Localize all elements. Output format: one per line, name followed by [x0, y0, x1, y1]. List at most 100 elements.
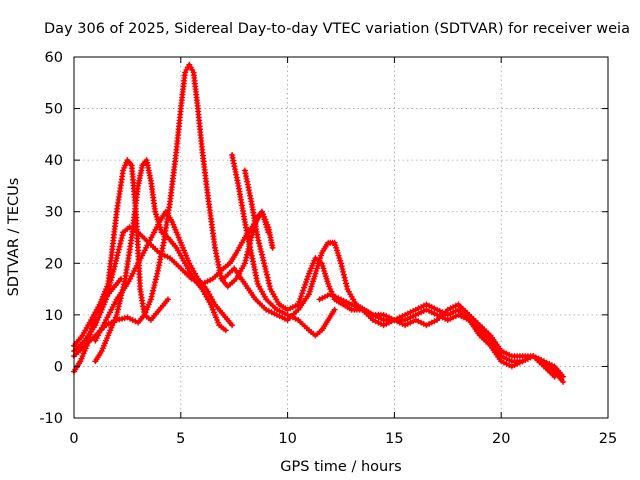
data-point: [431, 305, 438, 312]
data-point: [426, 308, 433, 314]
data-point: [241, 260, 248, 267]
x-tick-label: 20: [492, 431, 510, 447]
data-point: [292, 315, 299, 322]
data-point: [402, 311, 409, 318]
data-point: [452, 313, 459, 320]
data-point: [116, 243, 123, 250]
data-point: [121, 315, 128, 322]
data-point: [338, 263, 345, 270]
data-point: [514, 360, 521, 367]
data-point: [342, 277, 349, 284]
data-point: [316, 296, 323, 303]
data-point: [268, 309, 275, 316]
y-tick-label: 10: [45, 308, 63, 324]
data-point: [380, 322, 387, 329]
data-point: [229, 322, 236, 329]
data-point: [452, 308, 459, 314]
data-point: [124, 314, 131, 321]
data-point: [444, 317, 451, 323]
data-point: [292, 302, 299, 309]
data-point: [503, 355, 510, 362]
data-point: [109, 271, 116, 278]
data-point: [372, 318, 379, 325]
data-point: [147, 296, 154, 303]
y-tick-label: -10: [39, 411, 63, 427]
data-point: [255, 237, 262, 244]
data-point: [254, 234, 261, 241]
data-point: [396, 319, 403, 326]
data-point: [348, 301, 355, 308]
data-point: [261, 260, 268, 267]
data-point: [299, 290, 306, 297]
data-point: [431, 318, 438, 325]
data-point: [258, 248, 265, 255]
data-point: [164, 253, 171, 260]
data-point: [242, 257, 249, 264]
data-point: [284, 306, 291, 313]
data-point: [117, 298, 123, 304]
data-point: [458, 313, 465, 320]
data-point: [498, 358, 505, 365]
y-tick-label: 50: [45, 102, 63, 118]
data-point: [153, 273, 160, 280]
data-point: [370, 317, 376, 323]
data-point: [415, 305, 422, 312]
data-point: [276, 308, 283, 314]
data-point: [259, 251, 265, 258]
data-point: [399, 320, 406, 327]
data-point: [107, 279, 114, 286]
data-point: [151, 282, 158, 289]
data-point: [330, 292, 336, 299]
data-point: [256, 243, 263, 250]
x-tick-label: 0: [69, 431, 78, 447]
data-point: [113, 311, 120, 318]
data-point: [281, 315, 288, 322]
data-point: [407, 314, 414, 321]
data-point: [498, 348, 505, 354]
data-point: [281, 310, 288, 317]
data-point: [423, 301, 430, 308]
data-point: [113, 257, 119, 264]
data-point: [304, 276, 310, 283]
data-point: [331, 306, 338, 313]
data-point: [289, 304, 296, 311]
data-point: [116, 300, 123, 307]
data-point: [118, 237, 124, 244]
data-point: [436, 308, 443, 314]
data-point: [273, 306, 280, 313]
series-track-10: [316, 291, 567, 380]
data-point: [444, 306, 451, 313]
data-point: [548, 362, 555, 369]
data-point: [269, 244, 276, 251]
chart-title: Day 306 of 2025, Sidereal Day-to-day VTE…: [44, 21, 630, 37]
data-point: [259, 254, 266, 261]
data-point: [265, 277, 272, 284]
data-point: [339, 266, 346, 272]
y-tick-label: 30: [45, 205, 63, 221]
data-point: [263, 306, 270, 313]
data-point: [543, 359, 550, 366]
data-point: [90, 320, 96, 327]
data-point: [391, 317, 398, 323]
data-point: [423, 306, 430, 313]
data-point: [327, 291, 334, 298]
data-point: [506, 357, 513, 363]
data-point: [83, 342, 90, 349]
data-point: [91, 314, 98, 321]
data-point: [540, 358, 547, 365]
data-point: [110, 268, 117, 275]
data-point: [418, 304, 425, 311]
data-point: [354, 304, 360, 311]
x-tick-label: 25: [599, 431, 617, 447]
data-point: [85, 337, 92, 344]
x-tick-label: 5: [176, 431, 185, 447]
data-point: [407, 319, 414, 326]
data-point: [415, 310, 422, 317]
y-tick-label: 40: [45, 153, 63, 169]
data-point: [410, 318, 417, 325]
data-point: [463, 315, 470, 322]
data-point: [165, 296, 171, 303]
data-point: [114, 252, 121, 259]
data-point: [426, 320, 433, 327]
data-point: [506, 351, 513, 358]
